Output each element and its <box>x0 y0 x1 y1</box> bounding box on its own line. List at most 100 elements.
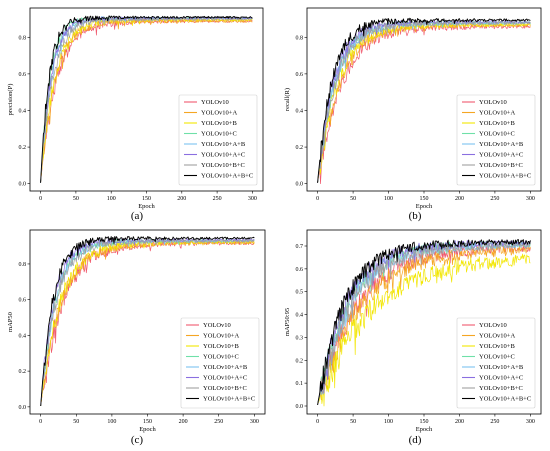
legend-entry: YOLOv10+A <box>203 333 239 340</box>
y-tick-label: 0.0 <box>19 182 27 188</box>
legend-box <box>180 317 260 409</box>
y-tick-label: 0.2 <box>19 369 27 375</box>
legend-entry: YOLOv10+B+C <box>479 162 523 169</box>
legend-entry: YOLOv10+A+B+C <box>201 173 253 180</box>
series-line-yolov10-a-b-c <box>317 17 531 183</box>
y-tick-label: 0.6 <box>296 72 304 78</box>
x-tick-label: 0 <box>39 196 42 202</box>
legend-entry: YOLOv10+C <box>201 131 237 138</box>
legend-entry: YOLOv10 <box>479 322 507 329</box>
x-tick-label: 200 <box>455 196 464 202</box>
legend-entry: YOLOv10+C <box>479 354 515 361</box>
y-tick-label: 0.6 <box>19 298 27 304</box>
legend-entry: YOLOv10+A+B+C <box>203 396 255 403</box>
x-tick-label: 0 <box>316 419 319 425</box>
series-line-yolov10-b-c <box>40 238 255 407</box>
legend-entry: YOLOv10+A+C <box>201 152 245 159</box>
series-line-yolov10-a-b-c <box>40 15 253 183</box>
x-tick-label: 150 <box>143 419 152 425</box>
x-tick-label: 50 <box>73 196 79 202</box>
x-tick-label: 300 <box>526 196 535 202</box>
x-tick-label: 200 <box>177 196 186 202</box>
series-group <box>317 239 531 407</box>
y-axis-label: recall(R) <box>284 88 291 111</box>
y-axis-label: precision(P) <box>7 84 14 116</box>
y-axis-label: mAP50:95 <box>284 308 291 336</box>
x-tick-label: 200 <box>455 419 464 425</box>
legend-entry: YOLOv10+B <box>203 343 239 350</box>
series-line-yolov10-a-b-c <box>317 239 531 405</box>
x-tick-label: 200 <box>179 419 188 425</box>
series-line-yolov10-b <box>317 22 531 183</box>
legend: YOLOv10 YOLOv10+A YOLOv10+B YOLOv10+C YOLOv1… <box>180 317 260 409</box>
y-tick-label: 0.1 <box>296 381 304 387</box>
chart-panel-4: 0 50 100 150 200 250 300 0.0 0.1 0.2 0.3 0.4 0.5 0.6 0… <box>284 229 542 446</box>
legend: YOLOv10 YOLOv10+A YOLOv10+B YOLOv10+C YOLOv1… <box>178 94 258 186</box>
x-tick-label: 150 <box>420 196 429 202</box>
y-tick-label: 0.4 <box>19 108 27 114</box>
y-tick-label: 0.0 <box>296 404 304 410</box>
x-tick-label: 100 <box>384 196 393 202</box>
legend-entry: YOLOv10+B+C <box>203 385 247 392</box>
y-tick-label: 0.3 <box>296 335 304 341</box>
y-tick-label: 0.4 <box>296 313 304 319</box>
series-line-yolov10-b <box>317 253 531 407</box>
y-tick-label: 0.4 <box>19 333 27 339</box>
x-tick-label: 250 <box>490 419 499 425</box>
legend-entry: YOLOv10 <box>203 322 231 329</box>
series-group <box>317 17 531 185</box>
panel-label: (b) <box>409 210 422 222</box>
x-tick-label: 250 <box>490 196 499 202</box>
x-tick-label: 300 <box>526 419 535 425</box>
x-tick-label: 300 <box>250 419 259 425</box>
series-group <box>40 15 253 183</box>
legend-box <box>456 317 536 409</box>
y-tick-label: 0.2 <box>296 145 304 151</box>
y-tick-label: 0.0 <box>296 182 304 188</box>
x-tick-label: 150 <box>142 196 151 202</box>
legend-entry: YOLOv10+A+B+C <box>479 396 531 403</box>
x-tick-label: 100 <box>384 419 393 425</box>
legend-entry: YOLOv10+B <box>479 120 515 127</box>
y-tick-label: 0.6 <box>296 267 304 273</box>
series-line-yolov10-a <box>317 245 531 405</box>
legend-entry: YOLOv10+A <box>201 110 237 117</box>
series-line-yolov10-a <box>40 19 253 183</box>
y-tick-label: 0.2 <box>296 358 304 364</box>
y-axis-label: mAP50 <box>7 312 14 332</box>
y-tick-label: 0.8 <box>19 262 27 268</box>
x-tick-label: 250 <box>213 196 222 202</box>
y-tick-label: 0.8 <box>296 35 304 41</box>
series-line-yolov10-b-c <box>317 20 531 183</box>
legend-box <box>456 94 536 186</box>
panel-label: (d) <box>409 434 422 446</box>
y-tick-label: 0.5 <box>296 290 304 296</box>
x-axis-label: Epoch <box>138 203 155 210</box>
legend-entry: YOLOv10+A+C <box>479 375 523 382</box>
legend-entry: YOLOv10+A+B <box>201 141 246 148</box>
x-tick-label: 100 <box>107 196 116 202</box>
chart-panel-1: 0 50 100 150 200 250 300 0.0 0.2 0.4 0.6 0.8 Epoch pr… <box>7 7 264 222</box>
y-tick-label: 0.8 <box>19 35 27 41</box>
chart-panel-3: 0 50 100 150 200 250 300 0.0 0.2 0.4 0.6 0.8 Epoch mA… <box>7 229 266 446</box>
panel-label: (c) <box>131 434 144 446</box>
x-tick-label: 0 <box>316 196 319 202</box>
legend-entry: YOLOv10+A+B <box>479 364 524 371</box>
legend-entry: YOLOv10+A+B+C <box>479 173 531 180</box>
legend-entry: YOLOv10+B+C <box>479 385 523 392</box>
panel-label: (a) <box>131 210 144 222</box>
legend-entry: YOLOv10 <box>201 99 229 106</box>
series-line-yolov10-b <box>40 18 253 183</box>
legend: YOLOv10 YOLOv10+A YOLOv10+B YOLOv10+C YOLOv1… <box>456 317 536 409</box>
y-tick-label: 0.4 <box>296 108 304 114</box>
x-tick-label: 300 <box>248 196 257 202</box>
y-tick-label: 0.7 <box>296 244 304 250</box>
legend-entry: YOLOv10+B <box>479 343 515 350</box>
series-line-yolov10 <box>317 24 531 185</box>
legend-entry: YOLOv10+C <box>479 131 515 138</box>
y-tick-label: 0.6 <box>19 72 27 78</box>
legend: YOLOv10 YOLOv10+A YOLOv10+B YOLOv10+C YOLOv1… <box>456 94 536 186</box>
x-tick-label: 50 <box>350 419 356 425</box>
x-axis-label: Epoch <box>416 203 433 210</box>
